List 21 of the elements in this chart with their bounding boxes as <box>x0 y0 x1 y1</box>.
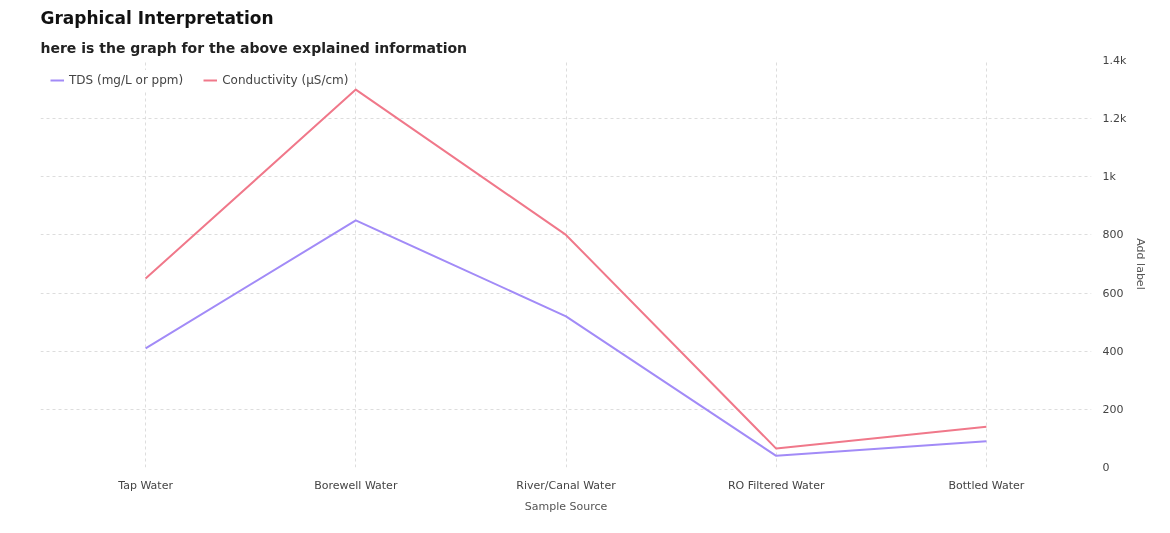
chart-title: Graphical Interpretation <box>40 7 274 28</box>
x-tick-label: Tap Water <box>117 478 174 492</box>
y-tick-label: 400 <box>1102 344 1124 358</box>
x-tick-label: Bottled Water <box>948 478 1025 492</box>
x-axis-title: Sample Source <box>524 499 608 513</box>
legend-label: Conductivity (µS/cm) <box>222 73 349 87</box>
y-tick-label: 800 <box>1102 228 1124 242</box>
x-tick-label: RO Filtered Water <box>727 478 825 492</box>
x-tick-label: River/Canal Water <box>516 478 617 492</box>
x-tick-label: Borewell Water <box>314 478 398 492</box>
y-tick-label: 600 <box>1102 286 1124 300</box>
y-tick-label: 200 <box>1102 402 1124 416</box>
legend-label: TDS (mg/L or ppm) <box>69 73 184 87</box>
y-axis-title: Add label <box>1134 238 1148 290</box>
y-tick-label: 0 <box>1102 461 1110 474</box>
y-tick-label: 1k <box>1102 170 1117 184</box>
chart-subtitle: here is the graph for the above explained information <box>40 39 468 56</box>
y-tick-label: 1.2k <box>1102 112 1127 126</box>
line-series <box>144 88 988 450</box>
y-tick-label: 1.4k <box>1102 54 1127 67</box>
line-series <box>144 219 988 457</box>
